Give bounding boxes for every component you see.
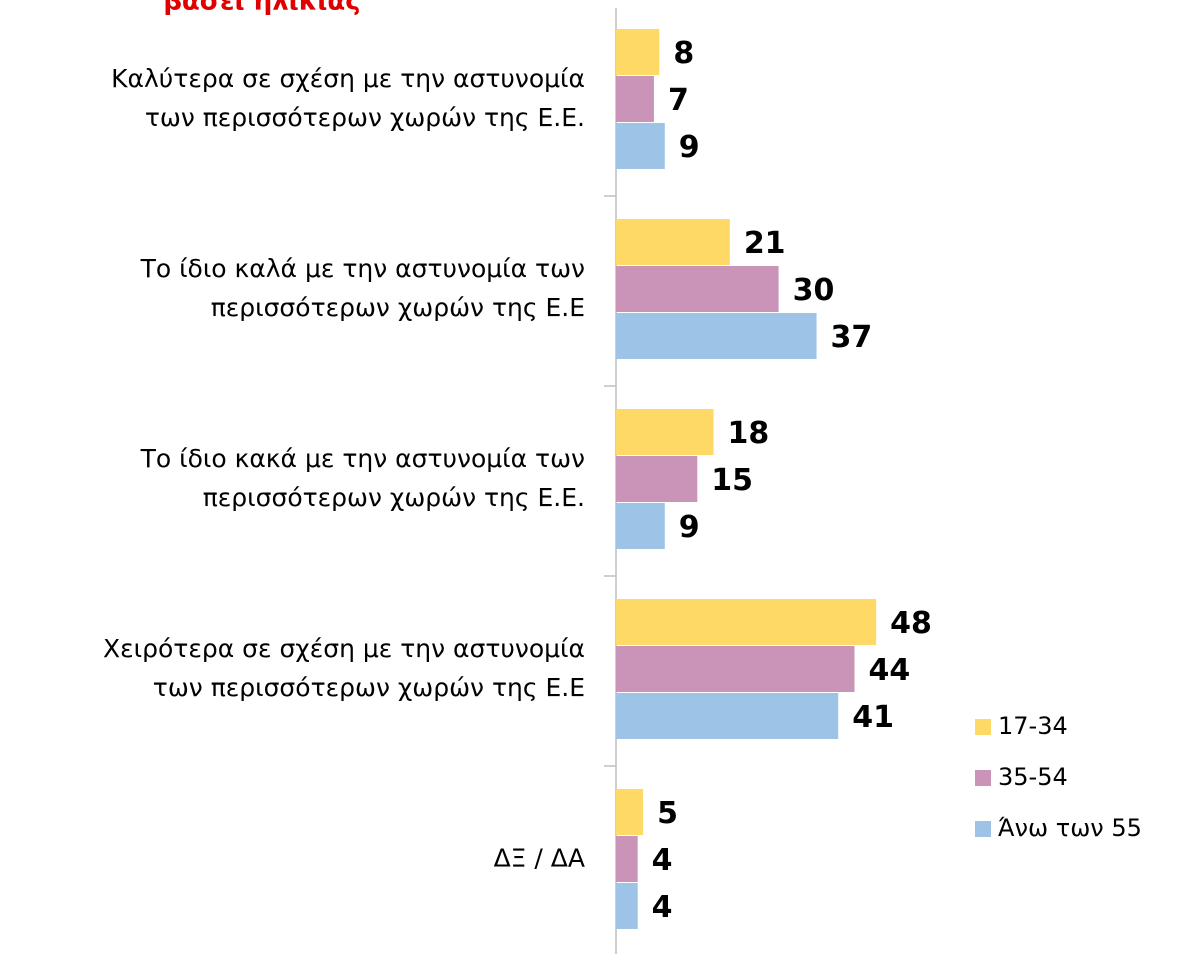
data-label: 8 [673, 36, 694, 71]
data-label: 30 [793, 273, 835, 308]
category-label: ΔΞ / ΔΑ [494, 844, 585, 873]
data-label: 37 [831, 320, 873, 355]
bar [616, 789, 644, 835]
legend-label: 35-54 [998, 763, 1068, 791]
data-label: 21 [744, 226, 786, 261]
data-label: 4 [652, 843, 673, 878]
category-label: Το ίδιο καλά με την αστυνομία των [140, 254, 585, 283]
legend-swatch [975, 770, 991, 786]
bar [616, 693, 839, 739]
category-label: Καλύτερα σε σχέση με την αστυνομία [111, 64, 585, 93]
bar [616, 313, 817, 359]
data-label: 9 [679, 510, 700, 545]
legend-label: Άνω των 55 [998, 814, 1142, 842]
legend-label: 17-34 [998, 712, 1068, 740]
bar [616, 266, 779, 312]
bar [616, 883, 638, 929]
category-label: των περισσότερων χωρών της Ε.Ε [153, 673, 585, 702]
data-label: 7 [668, 83, 689, 118]
data-label: 5 [657, 796, 678, 831]
data-label: 44 [868, 653, 910, 688]
category-label: Το ίδιο κακά με την αστυνομία των [140, 444, 585, 473]
bar [616, 599, 877, 645]
bar [616, 219, 730, 265]
bar [616, 123, 665, 169]
bar [616, 836, 638, 882]
category-label: περισσότερων χωρών της Ε.Ε [211, 293, 585, 322]
legend-swatch [975, 719, 991, 735]
category-label: Χειρότερα σε σχέση με την αστυνομία [103, 634, 585, 663]
bar [616, 76, 654, 122]
chart-title: βάσει ηλικίας [163, 0, 360, 17]
data-label: 48 [890, 606, 932, 641]
data-label: 4 [652, 890, 673, 925]
data-label: 18 [728, 416, 770, 451]
category-label: περισσότερων χωρών της Ε.Ε. [203, 483, 585, 512]
bar [616, 503, 665, 549]
bar [616, 409, 714, 455]
bar [616, 646, 855, 692]
data-label: 41 [852, 700, 894, 735]
bar [616, 29, 660, 75]
category-label: των περισσότερων χωρών της Ε.Ε. [145, 103, 585, 132]
data-label: 15 [711, 463, 753, 498]
data-label: 9 [679, 130, 700, 165]
legend-swatch [975, 821, 991, 837]
bar [616, 456, 698, 502]
